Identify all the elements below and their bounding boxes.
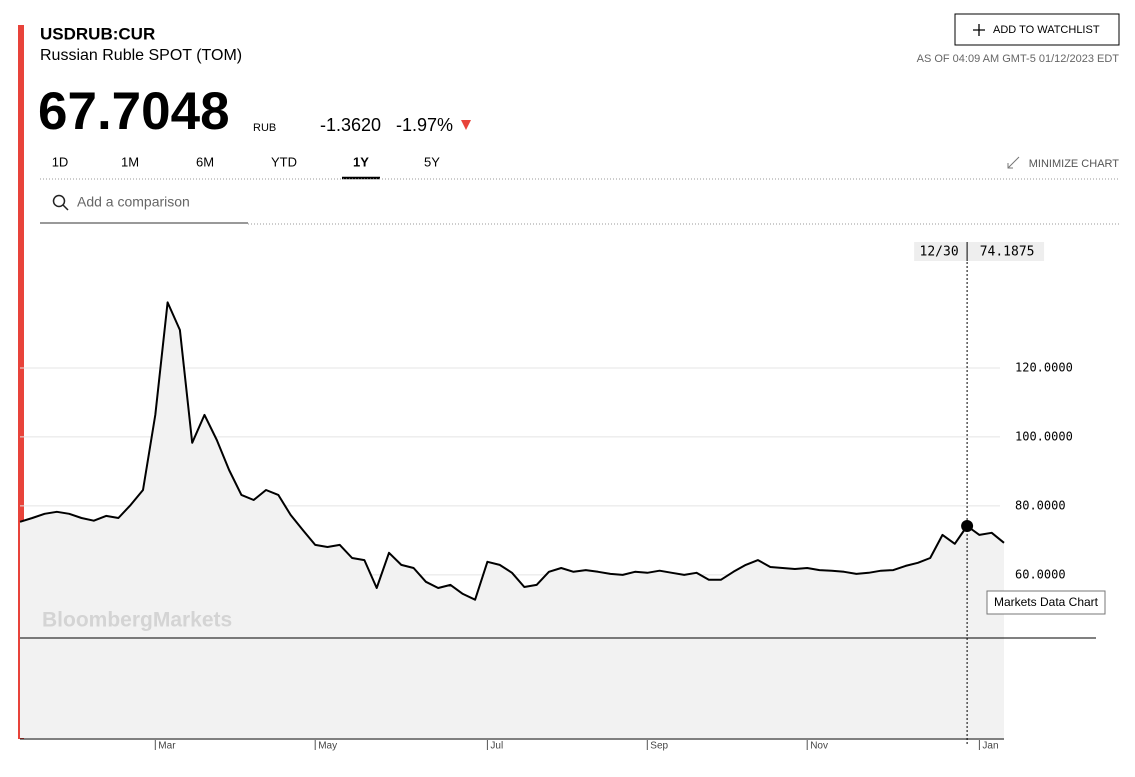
range-tab[interactable]: YTD (271, 154, 297, 169)
y-tick-label: 60.0000 (1015, 567, 1066, 581)
hover-dot (961, 519, 974, 532)
down-arrow (461, 120, 471, 130)
x-tick-label: Sep (650, 741, 668, 752)
hover-box (914, 242, 1045, 261)
instrument-name: Russian Ruble SPOT (TOM) (40, 47, 242, 64)
change: -1.3620 (320, 115, 381, 135)
x-tick-label: Nov (810, 741, 828, 752)
currency: RUB (253, 122, 276, 134)
as-of: AS OF 04:09 AM GMT-5 01/12/2023 EDT (917, 53, 1120, 65)
x-tick-label: May (318, 741, 337, 752)
y-tick-label: 120.0000 (1015, 360, 1073, 374)
watchlist-button[interactable]: ADD TO WATCHLIST (954, 13, 1120, 46)
x-tick-label: Jan (982, 741, 998, 752)
comparison-input[interactable]: Add a comparison (77, 194, 190, 210)
range-tab[interactable]: 1D (52, 154, 69, 169)
price-line (19, 301, 1005, 601)
watermark: BloombergMarkets (42, 609, 232, 632)
x-tick-label: Jul (490, 741, 503, 752)
chart: 60.0000 80.0000 100.0000 120.0000 Mar May Jul S… (19, 242, 1106, 752)
accent-bar (18, 25, 24, 739)
y-tick-label: 100.0000 (1015, 429, 1073, 443)
chart-label-box (986, 590, 1106, 615)
range-tab[interactable]: 5Y (424, 154, 440, 169)
y-tick-label: 80.0000 (1015, 498, 1066, 512)
symbol: USDRUB:CUR (40, 24, 155, 43)
price: 67.7048 (38, 82, 230, 141)
search-icon[interactable] (52, 194, 66, 208)
area-fill (20, 302, 1004, 738)
button-label[interactable]: ADD TO WATCHLIST (993, 24, 1100, 36)
range-tab[interactable]: 1M (121, 154, 139, 169)
comparison-search[interactable]: Add a comparison (40, 194, 248, 224)
range-tabs: 1D 1M 6M YTD 1Y 5Y (52, 154, 440, 180)
hover-value: 74.1875 (980, 245, 1035, 260)
x-tick-label: Mar (158, 741, 176, 752)
hover-date: 12/30 (920, 245, 959, 260)
range-tab[interactable]: 6M (196, 154, 214, 169)
chart-label: Markets Data Chart (994, 595, 1099, 609)
change-pct: -1.97% (396, 115, 453, 135)
minimize-icon[interactable] (1007, 156, 1020, 169)
range-tab[interactable]: 1Y (353, 154, 369, 169)
search-icon-handle[interactable] (62, 204, 69, 211)
minimize-chart[interactable]: MINIMIZE CHART (1029, 158, 1120, 170)
plus-icon[interactable] (973, 24, 985, 36)
